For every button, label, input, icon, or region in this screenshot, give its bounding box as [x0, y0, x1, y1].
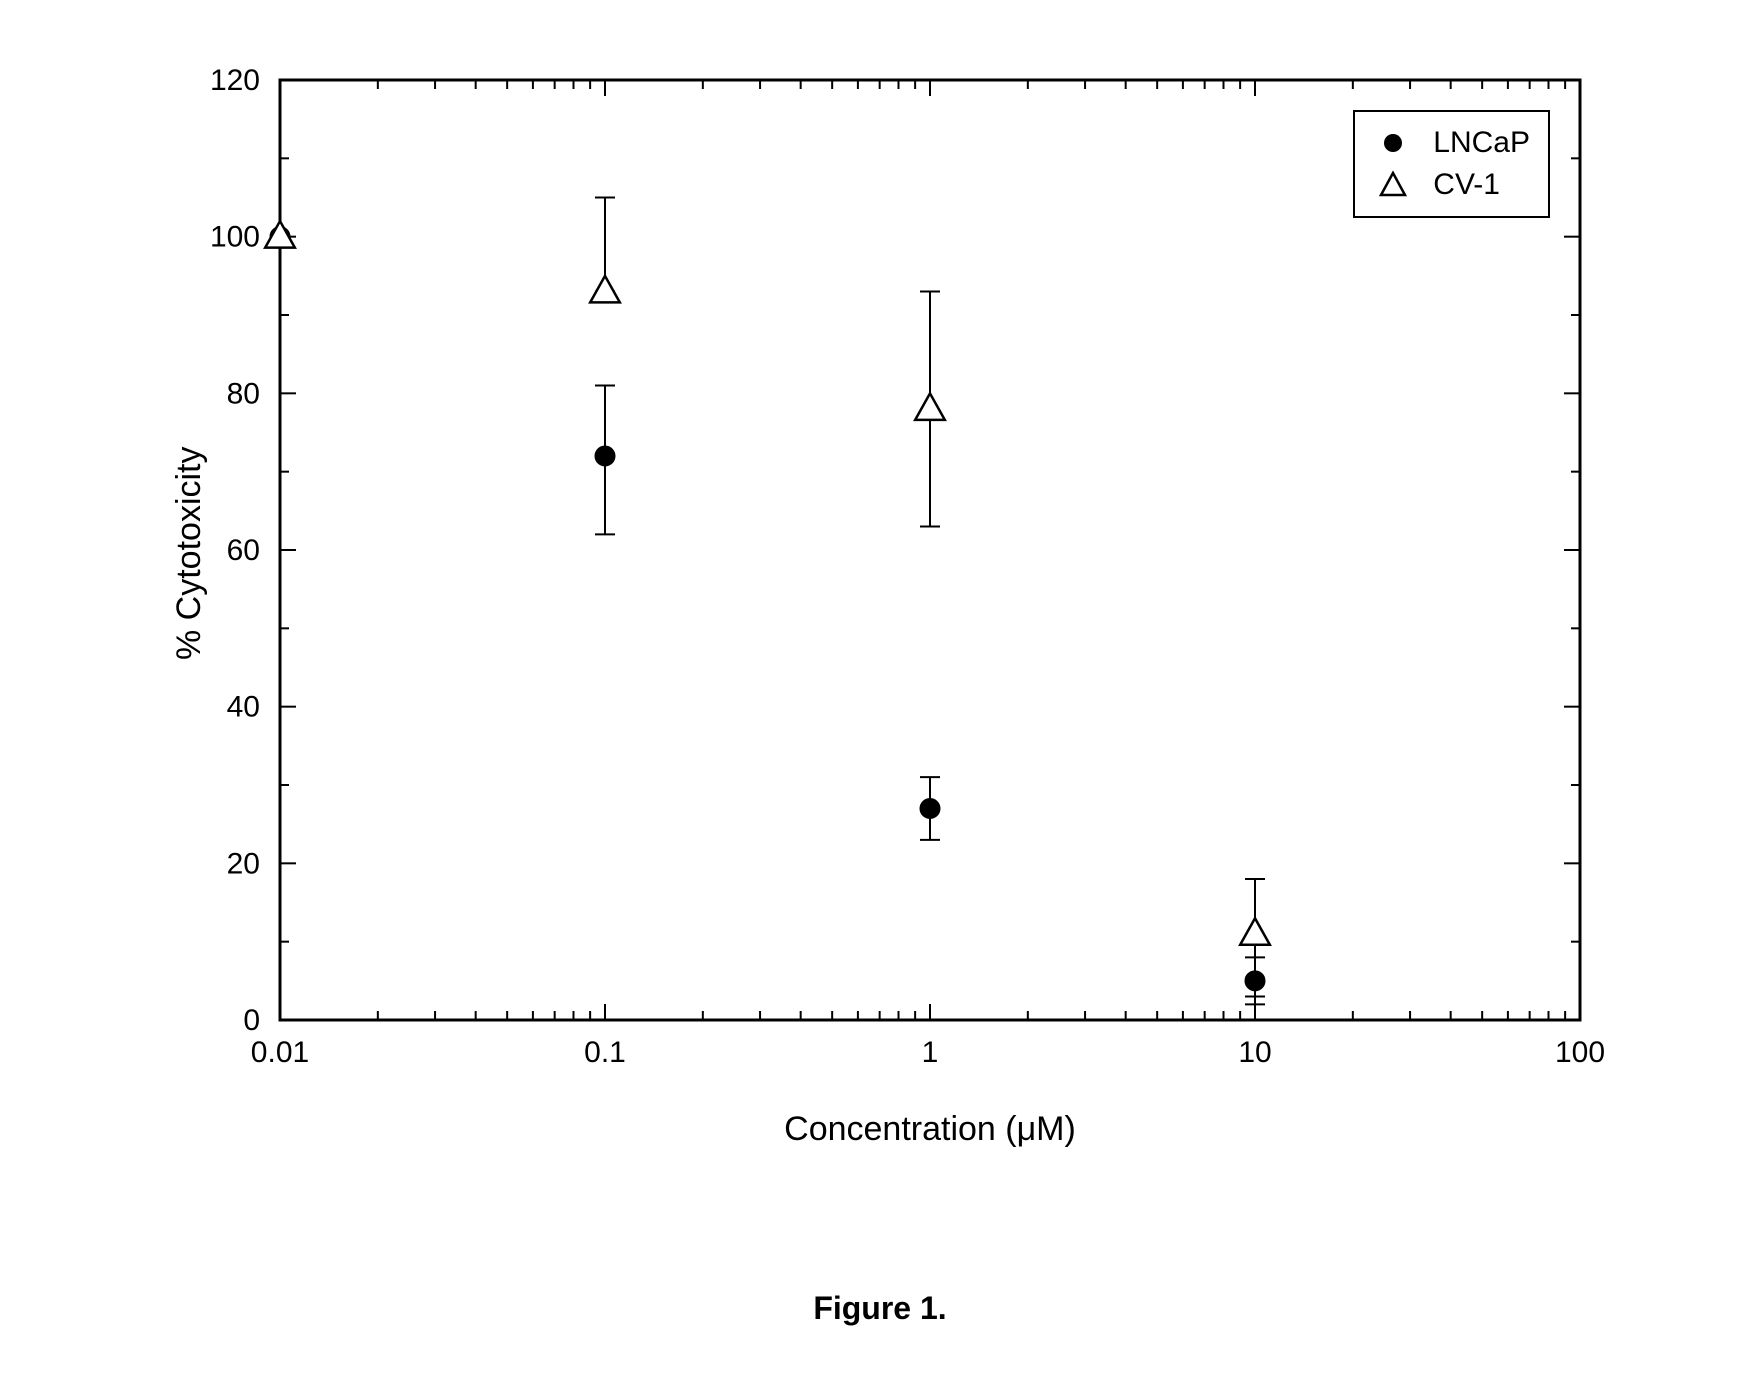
page: 0 20 40 60 80 100 120 0.01 0.1 1 10 100 LNCaP CV-1 %…	[0, 0, 1760, 1399]
x-axis-label: Concentration (μM)	[280, 1110, 1580, 1149]
svg-text:1: 1	[922, 1036, 939, 1069]
svg-text:20: 20	[227, 847, 260, 880]
cv1-marker-icon	[1373, 165, 1413, 205]
svg-text:0: 0	[243, 1004, 260, 1037]
chart-container: 0 20 40 60 80 100 120 0.01 0.1 1 10 100 LNCaP CV-1 %…	[140, 60, 1620, 1240]
svg-text:100: 100	[210, 221, 260, 254]
svg-text:0.1: 0.1	[584, 1036, 626, 1069]
svg-text:40: 40	[227, 691, 260, 724]
svg-text:0.01: 0.01	[251, 1036, 309, 1069]
legend-item: CV-1	[1373, 164, 1530, 206]
svg-text:100: 100	[1555, 1036, 1605, 1069]
svg-text:60: 60	[227, 534, 260, 567]
chart-legend: LNCaP CV-1	[1353, 110, 1550, 218]
svg-text:120: 120	[210, 64, 260, 97]
legend-label: LNCaP	[1433, 126, 1530, 160]
cytotoxicity-scatter-chart: 0 20 40 60 80 100 120 0.01 0.1 1 10 100	[140, 60, 1620, 1240]
legend-label: CV-1	[1433, 168, 1500, 202]
legend-item: LNCaP	[1373, 122, 1530, 164]
svg-text:10: 10	[1238, 1036, 1271, 1069]
figure-caption: Figure 1.	[0, 1290, 1760, 1327]
lncap-marker-icon	[1373, 123, 1413, 163]
y-axis-label: % Cytotoxicity	[170, 447, 209, 661]
svg-text:80: 80	[227, 377, 260, 410]
